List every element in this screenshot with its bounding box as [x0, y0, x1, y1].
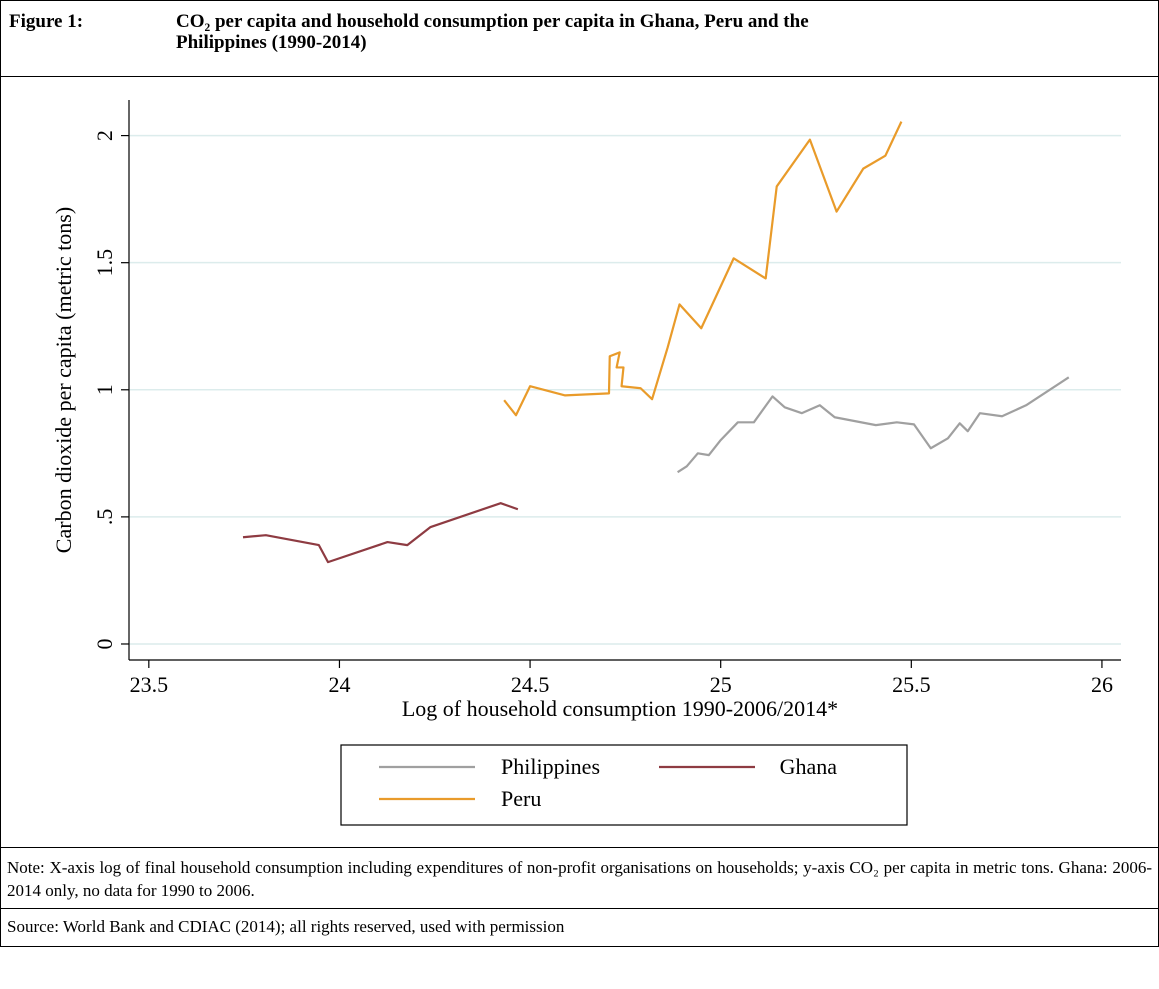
x-tick-label: 26	[1091, 672, 1113, 697]
y-tick-label: 2	[92, 130, 117, 141]
y-tick-label: 1.5	[92, 249, 117, 277]
legend-label: Ghana	[780, 754, 838, 779]
figure-label: Figure 1:	[9, 11, 84, 32]
x-tick-label: 24.5	[511, 672, 550, 697]
source: Source: World Bank and CDIAC (2014); all…	[1, 908, 1158, 946]
y-axis-title: Carbon dioxide per capita (metric tons)	[51, 207, 76, 553]
note: Note: X-axis log of final household cons…	[1, 847, 1158, 908]
x-tick-label: 25.5	[892, 672, 931, 697]
x-tick-label: 24	[328, 672, 350, 697]
legend-box	[340, 744, 908, 826]
series-line	[503, 121, 903, 417]
y-tick-label: 1	[92, 384, 117, 395]
series-line	[677, 376, 1070, 474]
x-axis-title: Log of household consumption 1990-2006/2…	[402, 696, 838, 721]
figure: Figure 1: CO₂ per capita and household c…	[0, 0, 1159, 947]
y-tick-label: 0	[92, 638, 117, 649]
figure-header: Figure 1: CO₂ per capita and household c…	[1, 1, 1158, 77]
legend-label: Philippines	[501, 754, 600, 779]
x-tick-label: 25	[710, 672, 732, 697]
legend-label: Peru	[501, 786, 541, 811]
chart-title: CO₂ per capita and household consumption…	[176, 11, 809, 53]
y-tick-label: .5	[92, 509, 117, 526]
series-line	[242, 502, 519, 564]
chart: 0 .5 1 1.5 2 23.5 24 24.5 25 25.5 26 Log of househo…	[51, 100, 1121, 826]
x-tick-label: 23.5	[130, 672, 169, 697]
